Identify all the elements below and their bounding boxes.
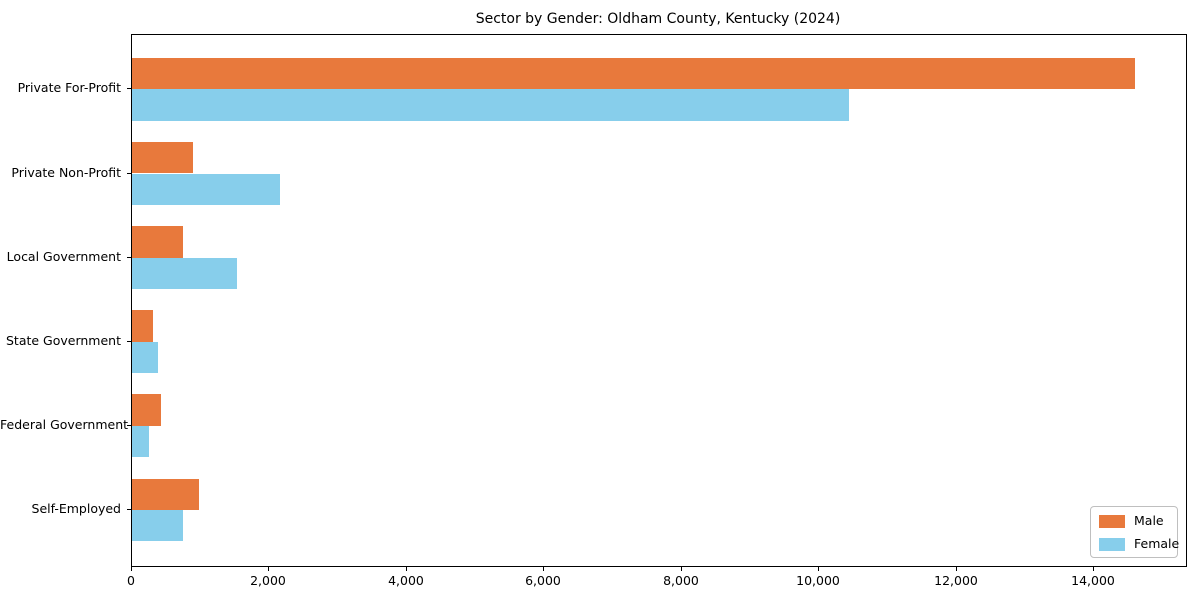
x-tick-label: 10,000 [796, 573, 840, 588]
legend-entry-female: Female [1099, 537, 1179, 551]
x-tick-mark [956, 567, 957, 571]
bar-male-federal-government [132, 394, 161, 426]
x-tick-mark [543, 567, 544, 571]
bar-female-private-non-profit [132, 173, 280, 205]
x-tick-label: 2,000 [250, 573, 286, 588]
bar-male-local-government [132, 226, 183, 258]
y-tick-mark [127, 173, 131, 174]
legend-swatch-female [1099, 537, 1125, 551]
chart-title: Sector by Gender: Oldham County, Kentuck… [475, 11, 841, 27]
y-tick-mark [127, 425, 131, 426]
bar-female-private-for-profit [132, 89, 849, 121]
bar-male-private-for-profit [132, 58, 1135, 90]
bar-male-private-non-profit [132, 142, 193, 174]
x-tick-mark [1093, 567, 1094, 571]
plot-area [131, 34, 1187, 567]
x-tick-mark [406, 567, 407, 571]
y-tick-mark [127, 341, 131, 342]
y-tick-label-self-employed: Self-Employed [31, 501, 121, 516]
bar-male-state-government [132, 310, 153, 342]
y-tick-mark [127, 257, 131, 258]
legend-label-male: Male [1134, 513, 1164, 528]
legend-swatch-male [1099, 514, 1125, 528]
y-tick-mark [127, 509, 131, 510]
x-tick-label: 8,000 [663, 573, 699, 588]
bar-female-self-employed [132, 509, 183, 542]
x-tick-label: 4,000 [388, 573, 424, 588]
bar-female-federal-government [132, 425, 149, 458]
x-tick-label: 14,000 [1071, 573, 1115, 588]
bar-female-state-government [132, 341, 158, 374]
legend: Male Female [1090, 506, 1179, 558]
x-tick-mark [268, 567, 269, 571]
y-tick-mark [127, 88, 131, 89]
x-tick-mark [681, 567, 682, 571]
legend-entry-male: Male [1099, 514, 1169, 528]
x-tick-mark [131, 567, 132, 571]
x-tick-label: 6,000 [525, 573, 561, 588]
y-tick-label-private-non-profit: Private Non-Profit [11, 165, 121, 180]
bar-male-self-employed [132, 478, 199, 510]
y-tick-label-state-government: State Government [5, 333, 121, 348]
y-tick-label-local-government: Local Government [6, 249, 121, 264]
y-tick-label-private-for-profit: Private For-Profit [17, 80, 121, 95]
y-tick-label-federal-government: Federal Government [0, 417, 129, 432]
x-tick-mark [818, 567, 819, 571]
x-tick-label: 0 [127, 573, 135, 588]
bar-female-local-government [132, 257, 237, 289]
legend-label-female: Female [1134, 536, 1180, 551]
x-tick-label: 12,000 [934, 573, 978, 588]
